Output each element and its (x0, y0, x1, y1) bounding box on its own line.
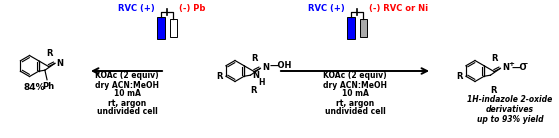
Text: N: N (56, 59, 63, 68)
Text: N: N (503, 63, 509, 72)
Text: N: N (253, 71, 259, 80)
Bar (157, 17, 164, 39)
Text: 10 mA: 10 mA (113, 90, 140, 99)
Text: 10 mA: 10 mA (342, 90, 368, 99)
Text: undivided cell: undivided cell (97, 108, 158, 116)
Text: derivatives: derivatives (486, 105, 534, 114)
Text: 84%: 84% (24, 83, 46, 91)
Text: +: + (508, 61, 514, 67)
Text: undivided cell: undivided cell (325, 108, 385, 116)
Text: R: R (490, 86, 496, 95)
Text: R: R (491, 54, 498, 63)
Text: N: N (262, 63, 269, 72)
Text: dry ACN:MeOH: dry ACN:MeOH (323, 80, 387, 90)
Text: rt, argon: rt, argon (336, 99, 374, 108)
Text: —O: —O (511, 63, 527, 72)
Text: Ph: Ph (42, 82, 54, 91)
Text: up to 93% yield: up to 93% yield (477, 115, 543, 124)
Text: dry ACN:MeOH: dry ACN:MeOH (95, 80, 159, 90)
Text: −: − (522, 59, 528, 68)
Bar (359, 19, 367, 37)
Text: R: R (456, 72, 463, 81)
Text: R: R (216, 72, 223, 81)
Text: —OH: —OH (269, 61, 292, 70)
Bar (347, 17, 354, 39)
Text: RVC (+): RVC (+) (308, 3, 345, 13)
Text: R: R (250, 86, 257, 95)
Text: 1H-indazole 2-oxide: 1H-indazole 2-oxide (467, 95, 553, 104)
Text: (-) RVC or Ni: (-) RVC or Ni (369, 3, 428, 13)
Text: KOAc (2 equiv): KOAc (2 equiv) (95, 71, 159, 80)
Text: H: H (258, 78, 265, 87)
Text: rt, argon: rt, argon (108, 99, 146, 108)
Text: R: R (46, 49, 53, 58)
Text: R: R (252, 54, 258, 63)
Text: KOAc (2 equiv): KOAc (2 equiv) (323, 71, 387, 80)
Text: RVC (+): RVC (+) (119, 3, 155, 13)
Bar (169, 19, 177, 37)
Text: (-) Pb: (-) Pb (179, 3, 205, 13)
